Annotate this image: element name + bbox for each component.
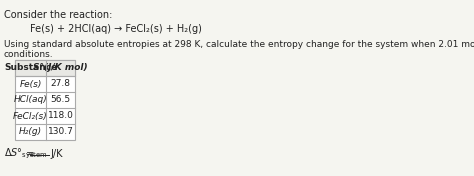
Text: Using standard absolute entropies at 298 K, calculate the entropy change for the: Using standard absolute entropies at 298… bbox=[4, 40, 474, 49]
Text: S°(J/K mol): S°(J/K mol) bbox=[33, 64, 88, 73]
Text: HCl(aq): HCl(aq) bbox=[14, 96, 47, 105]
Text: =: = bbox=[26, 149, 34, 159]
Bar bbox=[15, 60, 75, 76]
Text: conditions.: conditions. bbox=[4, 50, 54, 59]
Text: 118.0: 118.0 bbox=[47, 112, 73, 121]
Text: Fe(s) + 2HCl(aq) → FeCl₂(s) + H₂(g): Fe(s) + 2HCl(aq) → FeCl₂(s) + H₂(g) bbox=[29, 24, 201, 34]
Bar bbox=[15, 60, 75, 140]
Text: FeCl₂(s): FeCl₂(s) bbox=[13, 112, 48, 121]
Text: 130.7: 130.7 bbox=[47, 127, 73, 137]
Text: 56.5: 56.5 bbox=[50, 96, 71, 105]
Text: $\Delta S°_{\mathrm{system}}$: $\Delta S°_{\mathrm{system}}$ bbox=[4, 147, 48, 161]
Text: Substance: Substance bbox=[4, 64, 57, 73]
Text: H₂(g): H₂(g) bbox=[19, 127, 42, 137]
Text: 27.8: 27.8 bbox=[51, 80, 71, 89]
Text: Fe(s): Fe(s) bbox=[19, 80, 42, 89]
Text: Consider the reaction:: Consider the reaction: bbox=[4, 10, 112, 20]
Text: J/K: J/K bbox=[51, 149, 63, 159]
